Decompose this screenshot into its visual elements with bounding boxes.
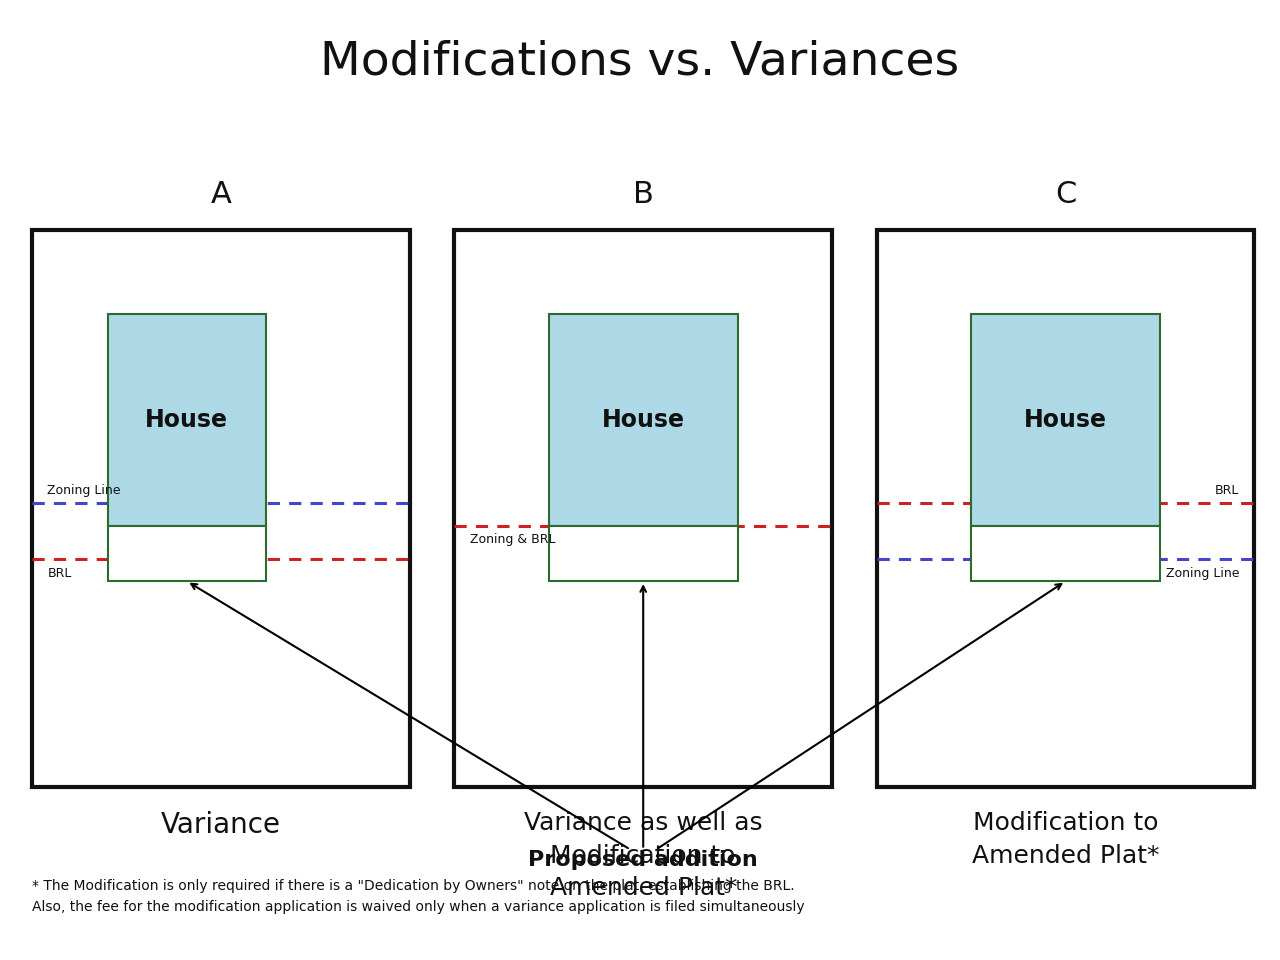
- Text: BRL: BRL: [1215, 485, 1239, 497]
- FancyBboxPatch shape: [549, 314, 737, 525]
- Text: * The Modification is only required if there is a "Dedication by Owners" note on: * The Modification is only required if t…: [32, 878, 795, 893]
- FancyBboxPatch shape: [877, 230, 1254, 787]
- FancyBboxPatch shape: [454, 230, 832, 787]
- Text: A: A: [210, 180, 232, 209]
- Text: House: House: [146, 408, 228, 432]
- FancyBboxPatch shape: [549, 525, 737, 581]
- Text: Zoning & BRL: Zoning & BRL: [470, 533, 556, 546]
- Text: Variance as well as
Modification to
Amended Plat*: Variance as well as Modification to Amen…: [524, 811, 763, 900]
- Text: Modifications vs. Variances: Modifications vs. Variances: [320, 40, 960, 84]
- FancyBboxPatch shape: [108, 314, 266, 525]
- Text: Variance: Variance: [161, 811, 280, 839]
- Text: House: House: [1024, 408, 1107, 432]
- Text: Zoning Line: Zoning Line: [47, 485, 120, 497]
- FancyBboxPatch shape: [108, 525, 266, 581]
- Text: Proposed addition: Proposed addition: [529, 850, 758, 870]
- Text: Also, the fee for the modification application is waived only when a variance ap: Also, the fee for the modification appli…: [32, 900, 805, 914]
- Text: C: C: [1055, 180, 1076, 209]
- Text: Zoning Line: Zoning Line: [1166, 566, 1239, 580]
- FancyBboxPatch shape: [972, 525, 1160, 581]
- Text: Modification to
Amended Plat*: Modification to Amended Plat*: [972, 811, 1160, 868]
- Text: BRL: BRL: [47, 566, 72, 580]
- FancyBboxPatch shape: [32, 230, 410, 787]
- Text: House: House: [602, 408, 685, 432]
- FancyBboxPatch shape: [972, 314, 1160, 525]
- Text: B: B: [632, 180, 654, 209]
